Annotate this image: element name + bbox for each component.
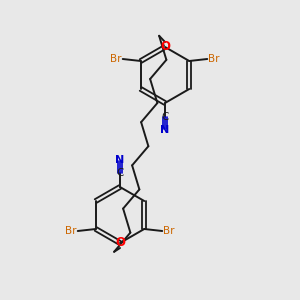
Text: Br: Br [208, 54, 220, 64]
Text: C: C [116, 168, 124, 178]
Text: N: N [116, 155, 124, 165]
Text: Br: Br [110, 54, 122, 64]
Text: Br: Br [65, 226, 77, 236]
Text: Br: Br [163, 226, 175, 236]
Text: N: N [160, 125, 169, 135]
Text: O: O [115, 236, 125, 250]
Text: O: O [160, 40, 170, 53]
Text: C: C [161, 112, 169, 122]
